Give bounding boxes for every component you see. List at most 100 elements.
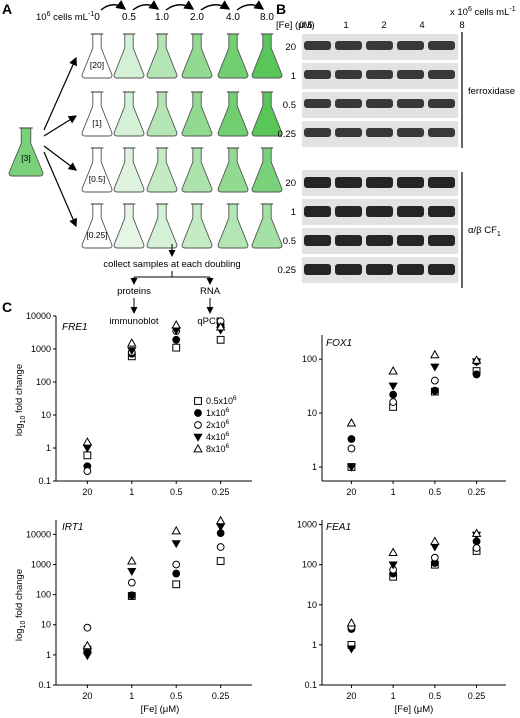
cf1-band-1-3 [397, 206, 424, 217]
flask-r3-c5 [251, 203, 283, 249]
point-open-triangle-2 [171, 525, 181, 535]
row-flask-label-0: [20] [90, 60, 104, 70]
y-axis-label-0: log10 fold change [14, 364, 27, 436]
y-tick-label-4: 1000 [31, 344, 51, 354]
y-tick-label-2: 10 [41, 620, 51, 630]
point-open-square-3 [216, 557, 225, 565]
qpcr-text: qPCR [197, 316, 222, 327]
ferroxidase-band-1-3 [397, 70, 424, 79]
point-open-triangle-0 [346, 418, 357, 427]
point-open-circle-2 [430, 376, 439, 385]
point-open-triangle-2 [430, 536, 440, 545]
legend-label-1: 1x106 [206, 407, 230, 418]
point-open-triangle-2 [171, 319, 181, 329]
y-tick-label-5: 10000 [26, 311, 51, 321]
ferroxidase-band-3-2 [366, 128, 393, 137]
blot-col-label-2: 2 [381, 20, 386, 31]
flask-r0-c3 [181, 33, 213, 79]
point-open-triangle-1 [127, 338, 137, 347]
ferroxidase-band-1-0 [304, 70, 331, 79]
blot-col-label-3: 4 [419, 20, 424, 31]
ferroxidase-band-0-1 [335, 41, 362, 50]
point-filled-circle-3 [472, 370, 481, 379]
point-open-circle-0 [347, 444, 356, 453]
blot-cells-label: x 106 cells mL-1 [450, 6, 516, 18]
flask-r1-c1 [113, 91, 145, 137]
source-flask [8, 127, 44, 177]
chart-title: FOX1 [326, 338, 352, 349]
x-tick-label-0: 20 [346, 691, 356, 701]
cf1-row-label-0: 20 [285, 178, 296, 189]
branch-arrow-2 [43, 115, 78, 137]
chart-fea1: 0.1 1 10 100 1000 20 1 0.5 0.25 FEA1 [297, 520, 506, 701]
point-filled-triangle-down-1 [388, 561, 398, 570]
point-open-square-3 [216, 335, 225, 344]
point-filled-circle-2 [172, 335, 181, 344]
x-tick-label-0: 20 [346, 487, 356, 497]
legend-label-4: 8x106 [206, 443, 230, 454]
point-filled-triangle-down-2 [171, 540, 181, 549]
legend-label-2: 2x106 [206, 419, 230, 430]
cf1-band-1-0 [304, 206, 331, 217]
proteins-text: proteins [117, 286, 151, 297]
y-tick-label-5: 10000 [26, 529, 51, 539]
cf1-band-3-1 [335, 264, 362, 275]
cf1-band-3-0 [304, 264, 331, 275]
flask-r0-c4 [217, 33, 249, 79]
flask-r1-c5 [251, 91, 283, 137]
point-filled-triangle-down-3 [216, 523, 226, 532]
flask-r2-c2 [146, 147, 178, 193]
x-axis-label-right: [Fe] (μM) [395, 704, 434, 715]
doubling-arrow-4 [236, 0, 265, 11]
cf1-band-3-2 [366, 264, 393, 275]
ferroxidase-band-2-2 [366, 99, 393, 108]
cf1-row-label-3: 0.25 [278, 265, 297, 276]
doubling-arrow-2 [165, 0, 195, 11]
legend-symbol-open-square [194, 397, 202, 405]
point-open-triangle-1 [388, 547, 398, 556]
branch-arrow-3 [43, 145, 77, 171]
point-filled-triangle-down-1 [127, 347, 137, 356]
legend-symbol-open-triangle [193, 443, 203, 453]
cf1-row-label-2: 0.5 [283, 236, 296, 247]
ferroxidase-band-0-4 [428, 41, 455, 50]
x-tick-label-3: 0.25 [468, 691, 486, 701]
cf1-band-0-1 [335, 177, 362, 188]
rna-text: RNA [200, 286, 221, 297]
x-tick-label-1: 1 [129, 691, 134, 701]
point-filled-circle-0 [347, 435, 356, 443]
cf1-blot: 20 1 0.5 0.25 [278, 170, 458, 283]
cf1-band-2-3 [397, 235, 424, 246]
point-filled-triangle-down-0 [82, 444, 92, 453]
cf1-band-0-3 [397, 177, 424, 188]
point-open-circle-0 [83, 623, 92, 632]
point-filled-circle-2 [430, 386, 439, 395]
panel-a-label: A [2, 1, 12, 17]
flask-r3-c0 [81, 203, 113, 249]
cf1-band-0-0 [304, 177, 331, 188]
chart-title: FEA1 [326, 522, 351, 533]
cf1-band-2-1 [335, 235, 362, 246]
flask-grid: [20] [1] [0.5] [0.25] [81, 33, 283, 249]
point-open-triangle-0 [82, 640, 93, 650]
collect-samples-text: collect samples at each doubling [103, 259, 240, 270]
blot-col-label-0: 0.5 [299, 20, 312, 31]
point-filled-triangle-down-1 [127, 567, 137, 576]
cf1-band-3-3 [397, 264, 424, 275]
point-open-circle-1 [127, 578, 136, 587]
y-tick-label-3: 100 [36, 377, 51, 387]
x-tick-label-3: 0.25 [212, 691, 230, 701]
x-tick-label-1: 1 [129, 487, 134, 497]
cf1-band-2-4 [428, 235, 455, 246]
chart-fre1: 0.1 1 10 100 1000 10000 20 1 0.5 0.25 FRE1 [26, 311, 252, 497]
flask-r2-c3 [181, 147, 213, 193]
y-tick-label-1: 1 [46, 650, 51, 660]
flask-r2-c4 [217, 147, 249, 193]
ferroxidase-band-1-4 [428, 70, 455, 79]
y-tick-label-0: 1 [312, 462, 317, 472]
cf1-band-2-2 [366, 235, 393, 246]
ferroxidase-band-3-0 [304, 128, 331, 137]
point-filled-triangle-down-1 [388, 382, 398, 391]
x-tick-label-3: 0.25 [212, 487, 230, 497]
cf1-row-label-1: 1 [291, 207, 296, 218]
